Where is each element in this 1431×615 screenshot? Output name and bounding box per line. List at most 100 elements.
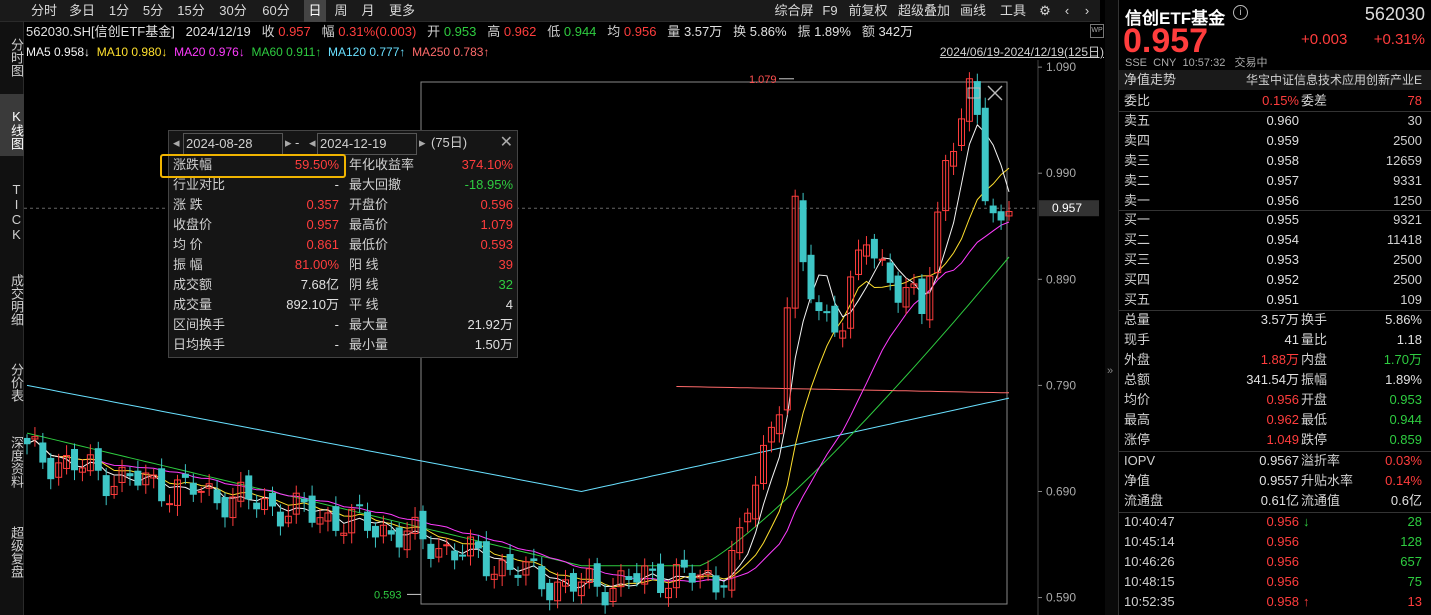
chevron-right-icon[interactable]: › — [1084, 3, 1090, 18]
stat-value: 1.049 — [1266, 432, 1299, 447]
candle-body — [736, 527, 744, 554]
settings-gear-icon[interactable]: ⚙ — [1039, 3, 1051, 18]
pct-change: +0.31% — [1373, 31, 1425, 48]
tab-fenshi[interactable]: 分时 — [30, 3, 57, 18]
nav-price-table[interactable]: 分价表 — [9, 362, 24, 402]
tab-5min[interactable]: 5分 — [142, 3, 164, 18]
tab-week[interactable]: 周 — [334, 3, 348, 18]
y-tick-label: 0.590 — [1046, 591, 1076, 605]
tools-button[interactable]: 工具 — [999, 3, 1026, 18]
tab-month[interactable]: 月 — [361, 3, 375, 18]
candle-body — [752, 484, 760, 520]
nav-trade-detail[interactable]: 成交明细 — [9, 274, 24, 326]
stat-label: 开盘 — [1301, 392, 1328, 407]
stat-label: 年化收益率 — [349, 157, 415, 172]
candle-body — [546, 582, 554, 601]
candle-body — [585, 568, 593, 584]
popup-stat-row: 涨 跌 0.357 开盘价 0.596 — [169, 195, 519, 215]
kline-chart[interactable]: 1.090 0.990 0.890 0.790 0.690 0.590 0.957 1.079… — [24, 60, 1104, 615]
nav-trend-link[interactable]: 净值走势 — [1124, 72, 1177, 87]
stat-value: 4 — [505, 297, 513, 312]
tracked-index-name[interactable]: 华宝中证信息技术应用创新产业E — [1245, 73, 1422, 87]
f9-button[interactable]: F9 — [822, 3, 838, 18]
candle-body — [767, 426, 775, 443]
close-icon[interactable]: ✕ — [499, 134, 513, 151]
ma5-label: MA5 0.958↓ — [26, 45, 91, 59]
chevron-left-icon[interactable]: ‹ — [1064, 3, 1070, 18]
draw-line-button[interactable]: 画线 — [959, 3, 986, 18]
stat-value: 0.861 — [306, 237, 339, 252]
stat-value: - — [334, 317, 339, 332]
stat-label: 振 幅 — [173, 257, 203, 272]
stat-value: 0.14% — [1385, 473, 1422, 488]
ask-level-row[interactable]: 卖三 0.958 12659 — [1119, 151, 1431, 171]
tab-more[interactable]: 更多 — [388, 3, 415, 18]
stat-label: 换手 — [1301, 312, 1328, 327]
stat-value: 0.357 — [306, 197, 339, 212]
date-range-label[interactable]: 2024/06/19-2024/12/19(125日) — [939, 45, 1104, 59]
candle-body — [411, 516, 419, 535]
ask-level-row[interactable]: 卖五 0.960 30 — [1119, 111, 1431, 131]
stat-value: 3.57万 — [1260, 312, 1299, 327]
expand-arrow-icon[interactable]: » — [1107, 365, 1114, 377]
nav-timeshare[interactable]: 分时图 — [9, 38, 24, 77]
candle-body — [965, 78, 973, 122]
candle-body — [649, 568, 657, 571]
tick-volume: 13 — [1407, 594, 1422, 609]
wp-badge-icon[interactable]: WP — [1090, 24, 1104, 38]
candle-body — [926, 275, 934, 321]
composite-screen-button[interactable]: 综合屏 — [774, 3, 814, 18]
tab-30min[interactable]: 30分 — [219, 3, 247, 18]
candle-body — [760, 444, 767, 484]
candle-body — [269, 492, 276, 507]
end-prev-icon[interactable]: ◂ — [309, 135, 316, 150]
tab-day[interactable]: 日 — [304, 0, 326, 22]
stat-value: 892.10万 — [286, 297, 339, 312]
stat-label: 收盘价 — [173, 217, 213, 232]
ma20-line — [26, 221, 1010, 583]
nav-super-replay[interactable]: 超级复盘 — [9, 526, 24, 578]
bid-level-row[interactable]: 买二 0.954 11418 — [1119, 230, 1431, 250]
candle-body — [348, 508, 356, 534]
candle-body — [24, 437, 31, 445]
stat-label: 涨停 — [1124, 432, 1151, 447]
stat-label: 量比 — [1301, 332, 1328, 347]
start-prev-icon[interactable]: ◂ — [173, 135, 180, 150]
ask-volume: 1250 — [1393, 193, 1422, 208]
candle-body — [894, 275, 902, 303]
stat-label: 内盘 — [1301, 352, 1328, 367]
info-icon[interactable]: i — [1233, 5, 1248, 20]
period-toolbar: 分时 多日 1分 5分 15分 30分 60分 日 周 月 更多 综合屏 F9 … — [0, 0, 1100, 22]
nav-kline[interactable]: K线图 — [0, 94, 24, 156]
ask-level-row[interactable]: 卖一 0.956 1250 — [1119, 191, 1431, 211]
candle-body — [791, 195, 799, 309]
bid-price: 0.953 — [1266, 252, 1299, 267]
end-date-field[interactable]: 2024-12-19 — [317, 133, 417, 155]
bid-level-row[interactable]: 买一 0.955 9321 — [1119, 210, 1431, 230]
left-view-nav: 分时图 K线图 TICK 成交明细 分价表 深度资料 超级复盘 — [0, 22, 24, 615]
forward-adjust-button[interactable]: 前复权 — [848, 3, 888, 18]
open-value: 0.953 — [443, 24, 477, 39]
start-next-icon[interactable]: ▸ — [285, 135, 292, 150]
start-date-field[interactable]: 2024-08-28 — [183, 133, 283, 155]
ask-level-row[interactable]: 卖二 0.957 9331 — [1119, 171, 1431, 191]
nav-deep-data[interactable]: 深度资料 — [9, 436, 24, 488]
bid-label: 买三 — [1124, 252, 1151, 267]
nav-tick[interactable]: TICK — [9, 182, 24, 242]
stat-value: -18.95% — [464, 177, 513, 192]
y-tick-label: 0.990 — [1046, 166, 1076, 180]
close-selection-icon[interactable] — [987, 85, 1003, 101]
bid-level-row[interactable]: 买四 0.952 2500 — [1119, 270, 1431, 290]
tab-1min[interactable]: 1分 — [108, 3, 130, 18]
tab-60min[interactable]: 60分 — [262, 3, 290, 18]
candle-body — [981, 107, 989, 202]
super-overlay-button[interactable]: 超级叠加 — [897, 3, 950, 18]
bid-level-row[interactable]: 买三 0.953 2500 — [1119, 250, 1431, 270]
bid-level-row[interactable]: 买五 0.951 109 — [1119, 290, 1431, 310]
tab-multiday[interactable]: 多日 — [68, 3, 95, 18]
ask-level-row[interactable]: 卖四 0.959 2500 — [1119, 131, 1431, 151]
end-next-icon[interactable]: ▸ — [419, 135, 426, 150]
ask-price: 0.956 — [1266, 193, 1299, 208]
maximize-icon[interactable] — [967, 87, 981, 99]
tab-15min[interactable]: 15分 — [177, 3, 205, 18]
